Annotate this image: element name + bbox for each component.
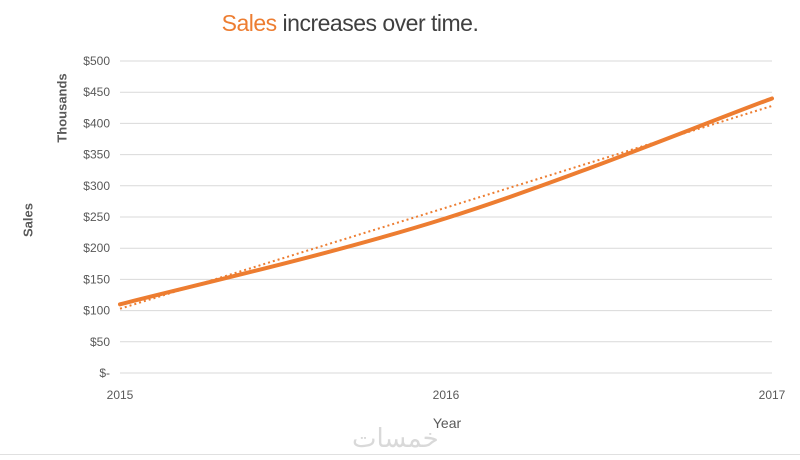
y-axis-unit-label: Thousands [54,73,70,143]
series-line-sales [118,96,774,307]
y-tick-label: $350 [83,148,110,162]
y-tick-label: $400 [83,116,110,130]
y-tick-labels: $- $50 $100 $150 $200 $250 $300 $350 $400 $450 $50… [83,54,110,380]
bottom-divider [0,454,800,455]
watermark-logo: خمسات [352,424,439,454]
y-tick-label: $200 [83,241,110,255]
trendline [119,104,773,310]
y-tick-label: $500 [83,54,110,68]
x-tick-label: 2015 [107,388,134,402]
y-tick-label: $300 [83,179,110,193]
y-axis-label: Sales [20,203,36,237]
x-tick-label: 2016 [433,388,460,402]
y-tick-label: $250 [83,210,110,224]
chart-title-accent: Sales [221,10,278,36]
y-tick-label: $150 [83,272,110,286]
y-tick-label: $50 [90,335,110,349]
chart-title-rest: increases over time. [276,10,479,36]
x-tick-labels: 2015 2016 2017 [107,388,786,402]
y-tick-label: $100 [83,304,110,318]
series-lines [118,96,774,310]
y-tick-label: $- [99,366,110,380]
y-tick-label: $450 [83,85,110,99]
x-axis-label: Year [432,415,462,431]
x-tick-label: 2017 [759,388,786,402]
chart-title: Sales increases over time. [0,10,700,37]
